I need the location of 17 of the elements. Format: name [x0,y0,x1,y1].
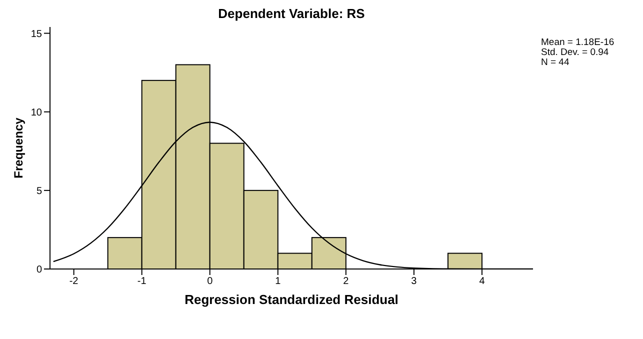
x-tick-label: -2 [69,276,79,288]
x-tick-label: -1 [137,276,147,288]
chart-title: Dependent Variable: RS [217,6,366,21]
x-tick-label: 0 [207,276,214,288]
y-tick-label: 5 [36,186,42,197]
x-axis-title: Regression Standardized Residual [184,292,398,307]
y-tick-label: 15 [30,28,42,40]
x-tick-label: 2 [343,276,350,288]
text: Std. Dev. = 0.94 [541,47,610,58]
text: N = 44 [541,57,570,68]
y-axis-title: Frequency [11,117,26,178]
text: Mean = 1.18E-16 [541,37,614,48]
y-tick-label: 10 [30,107,42,118]
x-tick-label: 1 [275,276,282,288]
y-tick-label: 0 [36,264,42,276]
x-tick-label: 4 [479,276,486,288]
x-tick-label: 3 [411,276,418,288]
